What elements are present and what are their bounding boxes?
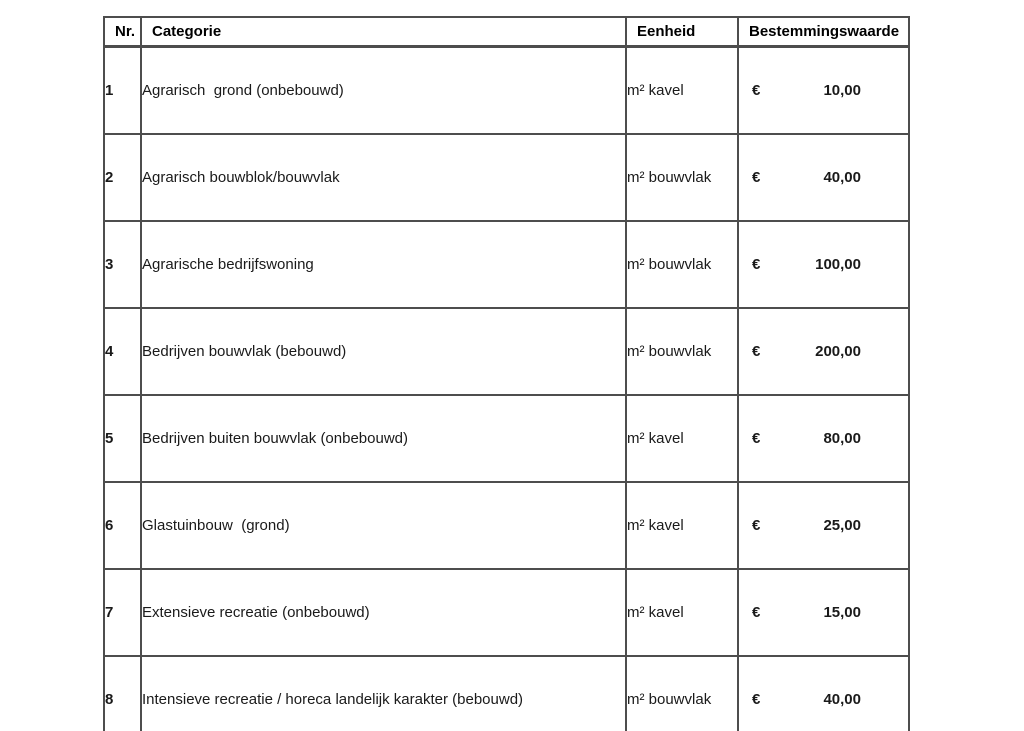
row-number: 2 [103,132,142,222]
value-amount: 15,00 [823,603,861,621]
row-value-inner: € 80,00 [740,429,907,447]
row-category: Glastuinbouw (grond) [140,480,627,570]
column-header-nr: Nr. [103,16,142,48]
row-number: 6 [103,480,142,570]
row-category: Agrarische bedrijfswoning [140,219,627,309]
row-number: 1 [103,45,142,135]
row-category: Intensieve recreatie / horeca landelijk … [140,654,627,731]
row-value: € 80,00 [737,393,910,483]
table-container: Nr. Categorie Eenheid Bestemmingswaarde … [103,16,910,731]
currency-symbol: € [752,429,761,447]
currency-symbol: € [752,516,761,534]
bestemmingswaarde-table: Nr. Categorie Eenheid Bestemmingswaarde … [103,16,910,731]
row-value-inner: € 10,00 [740,81,907,99]
row-category: Extensieve recreatie (onbebouwd) [140,567,627,657]
column-header-categorie: Categorie [140,16,627,48]
row-unit: m² kavel [625,567,739,657]
table-row: 5 Bedrijven buiten bouwvlak (onbebouwd) … [103,393,910,483]
table-row: 7 Extensieve recreatie (onbebouwd) m² ka… [103,567,910,657]
row-unit: m² bouwvlak [625,132,739,222]
currency-symbol: € [752,81,761,99]
table-row: 3 Agrarische bedrijfswoning m² bouwvlak … [103,219,910,309]
row-unit: m² bouwvlak [625,306,739,396]
row-number: 3 [103,219,142,309]
row-value: € 10,00 [737,45,910,135]
row-value: € 100,00 [737,219,910,309]
row-unit: m² kavel [625,45,739,135]
row-number: 8 [103,654,142,731]
value-amount: 40,00 [823,168,861,186]
row-value-inner: € 200,00 [740,342,907,360]
column-header-eenheid: Eenheid [625,16,739,48]
column-header-bestemmingswaarde: Bestemmingswaarde [737,16,910,48]
row-value: € 40,00 [737,654,910,731]
table-row: 1 Agrarisch grond (onbebouwd) m² kavel €… [103,45,910,135]
row-number: 4 [103,306,142,396]
row-value: € 40,00 [737,132,910,222]
value-amount: 80,00 [823,429,861,447]
row-value-inner: € 25,00 [740,516,907,534]
row-number: 7 [103,567,142,657]
currency-symbol: € [752,342,761,360]
currency-symbol: € [752,603,761,621]
row-value: € 15,00 [737,567,910,657]
row-number: 5 [103,393,142,483]
value-amount: 10,00 [823,81,861,99]
table-row: 6 Glastuinbouw (grond) m² kavel € 25,00 [103,480,910,570]
table-row: 2 Agrarisch bouwblok/bouwvlak m² bouwvla… [103,132,910,222]
currency-symbol: € [752,255,761,273]
row-unit: m² bouwvlak [625,219,739,309]
row-category: Bedrijven bouwvlak (bebouwd) [140,306,627,396]
row-category: Agrarisch grond (onbebouwd) [140,45,627,135]
row-value: € 200,00 [737,306,910,396]
value-amount: 40,00 [823,690,861,708]
row-value-inner: € 40,00 [740,168,907,186]
row-unit: m² bouwvlak [625,654,739,731]
value-amount: 200,00 [815,342,861,360]
row-unit: m² kavel [625,393,739,483]
row-value-inner: € 15,00 [740,603,907,621]
row-category: Bedrijven buiten bouwvlak (onbebouwd) [140,393,627,483]
currency-symbol: € [752,168,761,186]
value-amount: 100,00 [815,255,861,273]
table-header-row: Nr. Categorie Eenheid Bestemmingswaarde [103,16,910,48]
table-header: Nr. Categorie Eenheid Bestemmingswaarde [103,16,910,48]
currency-symbol: € [752,690,761,708]
value-amount: 25,00 [823,516,861,534]
row-value: € 25,00 [737,480,910,570]
table-row: 8 Intensieve recreatie / horeca landelij… [103,654,910,731]
row-value-inner: € 100,00 [740,255,907,273]
table-body: 1 Agrarisch grond (onbebouwd) m² kavel €… [103,45,910,731]
row-value-inner: € 40,00 [740,690,907,708]
row-category: Agrarisch bouwblok/bouwvlak [140,132,627,222]
table-row: 4 Bedrijven bouwvlak (bebouwd) m² bouwvl… [103,306,910,396]
row-unit: m² kavel [625,480,739,570]
